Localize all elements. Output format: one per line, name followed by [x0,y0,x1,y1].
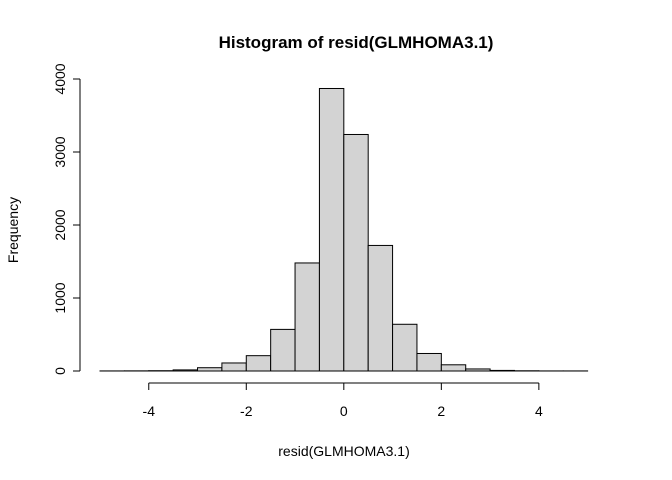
histogram-bar [392,323,418,372]
x-tick-label: -2 [240,403,253,419]
y-axis: 0 1000 2000 3000 4000 [52,63,81,375]
x-tick-label: -4 [143,403,156,419]
x-tick-label: 4 [535,403,543,419]
y-tick-label: 3000 [52,136,68,167]
x-axis: -4 -2 0 2 4 [143,382,543,419]
x-tick-label: 2 [437,403,445,419]
histogram-bar [270,328,296,372]
histogram-bar [343,133,369,372]
y-tick-label: 0 [52,367,68,375]
histogram-bar [221,362,247,372]
histogram-bar [489,369,515,372]
y-tick-label: 4000 [52,63,68,94]
histogram-bar [318,87,345,372]
histogram-bar [367,244,394,372]
histogram-bar [197,367,223,372]
x-tick-label: 0 [340,403,348,419]
y-tick-label: 2000 [52,209,68,240]
histogram-bar [245,355,272,372]
y-axis-label: Frequency [5,197,21,263]
histogram-bars [99,87,589,372]
histogram-bar [172,369,199,372]
histogram-bar [440,364,467,372]
x-axis-label: resid(GLMHOMA3.1) [278,443,409,459]
histogram-bar [416,352,442,372]
chart-title: Histogram of resid(GLMHOMA3.1) [219,33,494,52]
histogram-bar [465,368,491,372]
y-tick-label: 1000 [52,282,68,313]
histogram-bar [294,262,320,372]
